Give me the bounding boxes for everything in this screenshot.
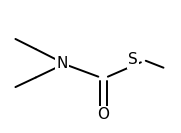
Text: S: S [128, 52, 138, 67]
Text: N: N [56, 56, 68, 71]
Text: O: O [98, 107, 110, 122]
